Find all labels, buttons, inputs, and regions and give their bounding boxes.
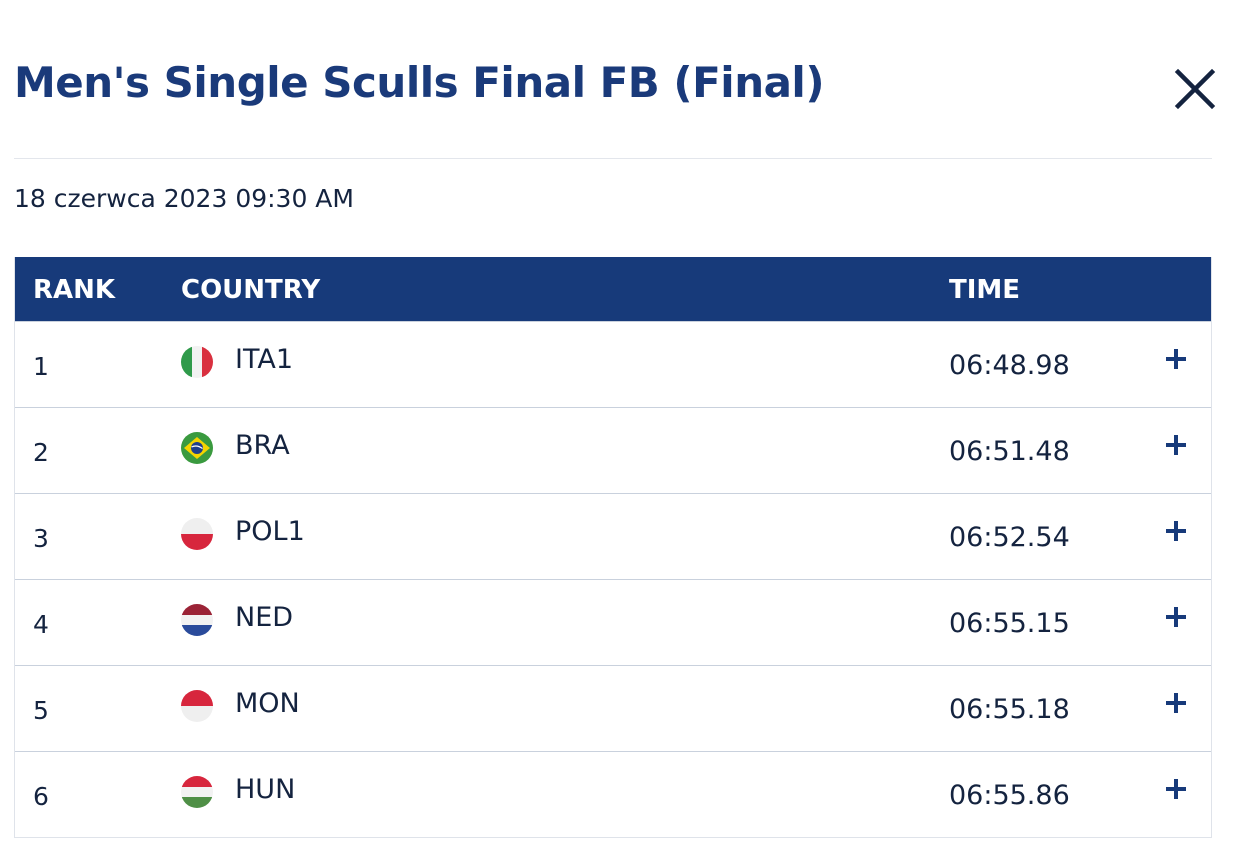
race-date: 18 czerwca 2023 09:30 AM bbox=[14, 184, 354, 213]
italy-flag-icon bbox=[181, 346, 213, 378]
row-country: HUN bbox=[235, 774, 296, 805]
results-table: RANK COUNTRY TIME 1 ITA1 06:48.98 bbox=[14, 257, 1212, 838]
plus-icon bbox=[1166, 349, 1186, 369]
row-rank: 5 bbox=[33, 696, 49, 725]
plus-icon bbox=[1166, 779, 1186, 799]
plus-icon bbox=[1166, 693, 1186, 713]
expand-button[interactable] bbox=[1165, 434, 1187, 456]
brazil-flag-icon bbox=[181, 432, 213, 464]
expand-button[interactable] bbox=[1165, 778, 1187, 800]
table-row: 2 BRA 06:51.48 bbox=[15, 407, 1211, 493]
row-rank: 4 bbox=[33, 610, 49, 639]
expand-button[interactable] bbox=[1165, 692, 1187, 714]
row-time: 06:55.86 bbox=[949, 780, 1070, 811]
row-country: NED bbox=[235, 602, 294, 633]
table-row: 3 POL1 06:52.54 bbox=[15, 493, 1211, 579]
row-rank: 2 bbox=[33, 438, 49, 467]
row-time: 06:55.15 bbox=[949, 608, 1070, 639]
netherlands-flag-icon bbox=[181, 604, 213, 636]
header-rank: RANK bbox=[33, 275, 116, 305]
row-country: POL1 bbox=[235, 516, 305, 547]
expand-button[interactable] bbox=[1165, 606, 1187, 628]
title-divider bbox=[14, 158, 1212, 159]
table-row: 5 MON 06:55.18 bbox=[15, 665, 1211, 751]
row-country: BRA bbox=[235, 430, 290, 461]
row-time: 06:48.98 bbox=[949, 350, 1070, 381]
plus-icon bbox=[1166, 521, 1186, 541]
row-rank: 1 bbox=[33, 352, 49, 381]
table-row: 1 ITA1 06:48.98 bbox=[15, 321, 1211, 407]
row-country: ITA1 bbox=[235, 344, 294, 375]
row-time: 06:51.48 bbox=[949, 436, 1070, 467]
row-time: 06:52.54 bbox=[949, 522, 1070, 553]
close-icon bbox=[1174, 68, 1216, 110]
expand-button[interactable] bbox=[1165, 520, 1187, 542]
hungary-flag-icon bbox=[181, 776, 213, 808]
row-rank: 3 bbox=[33, 524, 49, 553]
row-rank: 6 bbox=[33, 782, 49, 811]
header-country: COUNTRY bbox=[181, 275, 321, 305]
expand-button[interactable] bbox=[1165, 348, 1187, 370]
plus-icon bbox=[1166, 607, 1186, 627]
plus-icon bbox=[1166, 435, 1186, 455]
table-header: RANK COUNTRY TIME bbox=[15, 257, 1211, 321]
close-button[interactable] bbox=[1168, 62, 1222, 116]
row-time: 06:55.18 bbox=[949, 694, 1070, 725]
poland-flag-icon bbox=[181, 518, 213, 550]
row-country: MON bbox=[235, 688, 300, 719]
header-time: TIME bbox=[949, 275, 1021, 305]
table-row: 6 HUN 06:55.86 bbox=[15, 751, 1211, 837]
monaco-flag-icon bbox=[181, 690, 213, 722]
table-row: 4 NED 06:55.15 bbox=[15, 579, 1211, 665]
page-title: Men's Single Sculls Final FB (Final) bbox=[14, 58, 825, 107]
